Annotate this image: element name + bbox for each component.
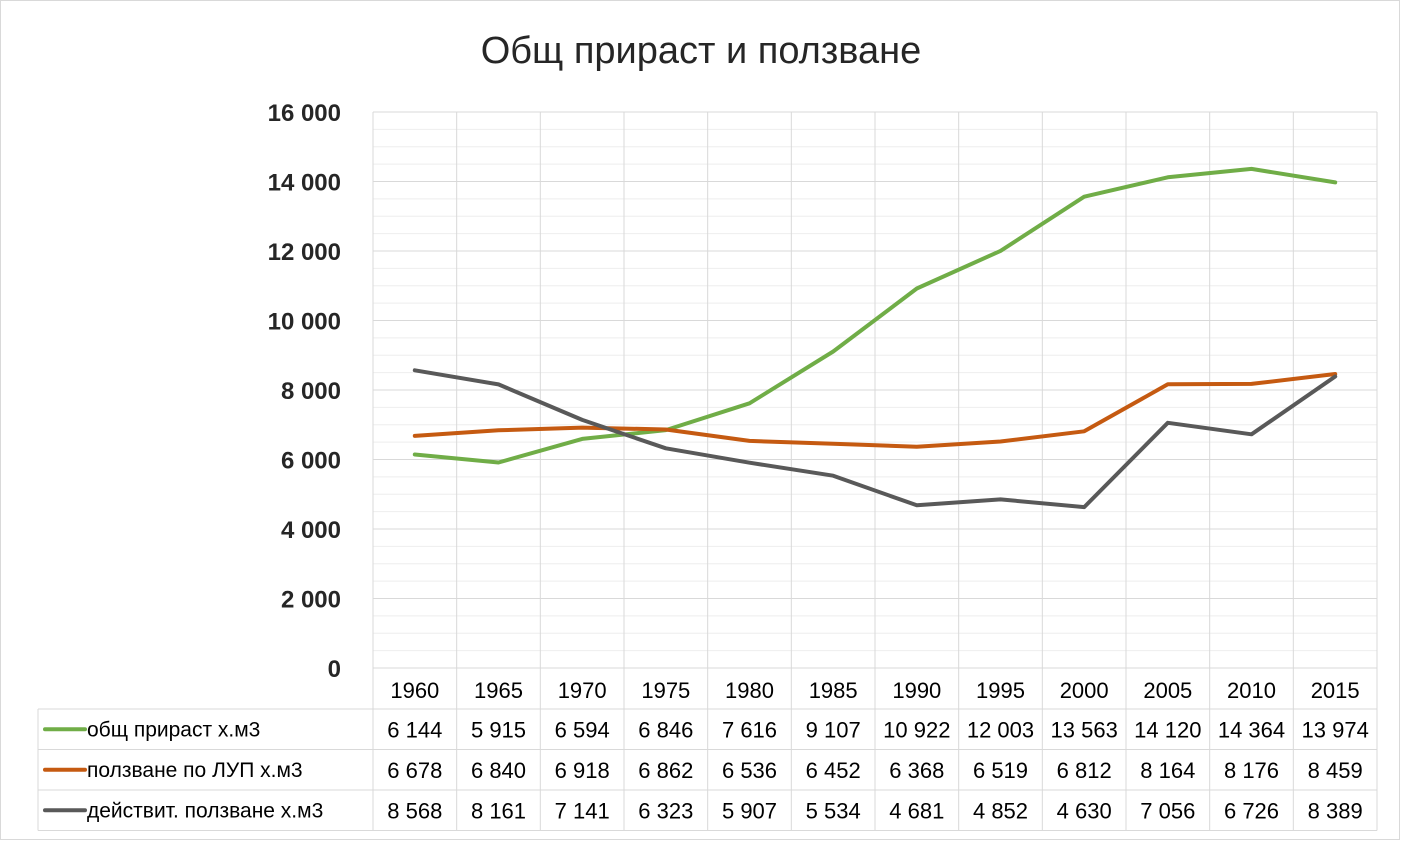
data-table-cell: 6 918 — [555, 758, 610, 783]
data-table-cell: 13 563 — [1051, 717, 1118, 742]
data-table-cell: 6 144 — [387, 717, 442, 742]
data-table-cell: 8 389 — [1308, 798, 1363, 823]
data-table-cell: 8 176 — [1224, 758, 1279, 783]
data-table-cell: 6 594 — [555, 717, 610, 742]
x-tick-label: 1990 — [892, 678, 941, 703]
data-table-cell: 7 616 — [722, 717, 777, 742]
data-table-cell: 6 678 — [387, 758, 442, 783]
x-tick-label: 2000 — [1060, 678, 1109, 703]
series-line — [412, 368, 1338, 510]
y-tick-label: 6 000 — [281, 448, 341, 475]
data-table-cell: 8 161 — [471, 798, 526, 823]
data-table-cell: 7 056 — [1140, 798, 1195, 823]
x-tick-label: 1975 — [641, 678, 690, 703]
x-tick-label: 1995 — [976, 678, 1025, 703]
grid — [372, 111, 1378, 831]
data-table-cell: 14 120 — [1134, 717, 1201, 742]
y-tick-label: 16 000 — [268, 100, 341, 127]
y-tick-label: 10 000 — [268, 309, 341, 336]
data-table-cell: 6 726 — [1224, 798, 1279, 823]
y-tick-label: 0 — [328, 656, 341, 683]
data-table-cell: 4 852 — [973, 798, 1028, 823]
data-table-cell: 14 364 — [1218, 717, 1285, 742]
y-tick-label: 8 000 — [281, 378, 341, 405]
y-axis-ticks: 0 2 000 4 000 6 000 8 000 10 000 12 000 14 000 1… — [268, 100, 341, 683]
chart-title: Общ прираст и ползване — [481, 30, 922, 72]
data-table-cell: 6 452 — [806, 758, 861, 783]
data-table-cell: 6 840 — [471, 758, 526, 783]
y-tick-label: 14 000 — [268, 170, 341, 197]
y-tick-label: 4 000 — [281, 517, 341, 544]
x-tick-label: 2010 — [1227, 678, 1276, 703]
y-tick-label: 12 000 — [268, 239, 341, 266]
x-tick-label: 1980 — [725, 678, 774, 703]
data-table-cell: 5 915 — [471, 717, 526, 742]
data-table-cell: 6 368 — [889, 758, 944, 783]
data-table-cell: 5 907 — [722, 798, 777, 823]
data-table-cell: 13 974 — [1302, 717, 1369, 742]
data-table-cell: 5 534 — [806, 798, 861, 823]
data-table-cell: 8 568 — [387, 798, 442, 823]
legend-label: общ прираст х.м3 — [87, 718, 260, 741]
data-table-cell: 6 536 — [722, 758, 777, 783]
series-line — [412, 372, 1338, 449]
data-table-cell: 6 519 — [973, 758, 1028, 783]
data-table-cell: 12 003 — [967, 717, 1034, 742]
series-line — [412, 166, 1338, 465]
series-lines — [412, 166, 1338, 510]
legend-label: действит. ползване х.м3 — [87, 799, 323, 822]
legend-label: ползване по ЛУП х.м3 — [87, 759, 303, 782]
x-tick-label: 1965 — [474, 678, 523, 703]
data-table-cell: 6 812 — [1057, 758, 1112, 783]
data-table-cell: 8 459 — [1308, 758, 1363, 783]
x-tick-label: 1960 — [390, 678, 439, 703]
x-tick-label: 2015 — [1311, 678, 1360, 703]
data-table-cell: 6 323 — [638, 798, 693, 823]
x-tick-label: 1985 — [809, 678, 858, 703]
y-tick-label: 2 000 — [281, 587, 341, 614]
data-table-cell: 8 164 — [1140, 758, 1195, 783]
data-table-cell: 10 922 — [883, 717, 950, 742]
data-table-cell: 7 141 — [555, 798, 610, 823]
data-table-cell: 4 681 — [889, 798, 944, 823]
data-table-cell: 9 107 — [806, 717, 861, 742]
x-tick-label: 2005 — [1143, 678, 1192, 703]
data-table-cell: 6 846 — [638, 717, 693, 742]
x-tick-label: 1970 — [558, 678, 607, 703]
data-table-cell: 4 630 — [1057, 798, 1112, 823]
data-table: 1960 1965 1970 1975 1980 1985 1990 1995 2000 2005… — [37, 678, 1377, 831]
data-table-cell: 6 862 — [638, 758, 693, 783]
